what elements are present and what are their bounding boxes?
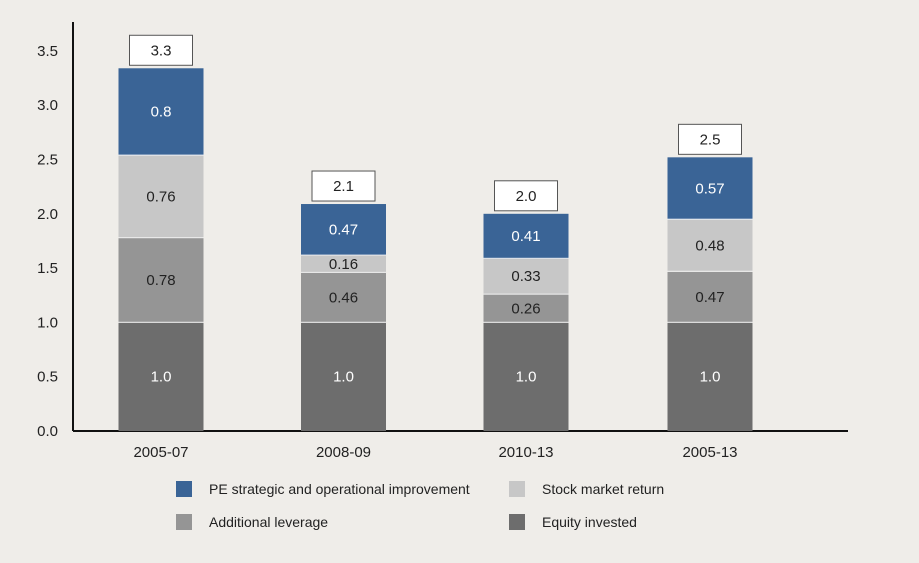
bar-segment-equity-invested xyxy=(483,322,569,431)
data-label: 0.78 xyxy=(146,272,175,289)
data-label: 0.16 xyxy=(329,256,358,273)
bar-segment-additional-leverage xyxy=(667,271,753,323)
data-label: 1.0 xyxy=(700,369,721,386)
y-tick-label: 2.0 xyxy=(37,206,58,223)
data-label: 0.47 xyxy=(695,289,724,306)
bar-segment-pe-strategic-and-operational-improvement xyxy=(118,68,204,156)
x-tick-label: 2005-07 xyxy=(133,444,188,461)
bar-segment-pe-strategic-and-operational-improvement xyxy=(483,213,569,259)
bar-segment-additional-leverage xyxy=(301,272,386,323)
y-tick-label: 0.5 xyxy=(37,369,58,386)
bar-segment-pe-strategic-and-operational-improvement xyxy=(301,204,386,256)
y-tick-label: 2.5 xyxy=(37,152,58,169)
total-label: 2.1 xyxy=(333,178,354,195)
bar-segment-stock-market-return xyxy=(483,258,569,295)
data-label: 0.33 xyxy=(511,268,540,285)
y-tick-label: 1.5 xyxy=(37,260,58,277)
bar-segment-stock-market-return xyxy=(301,255,386,273)
bar-segment-additional-leverage xyxy=(118,237,204,323)
bar-segment-equity-invested xyxy=(667,322,753,431)
total-label-box xyxy=(494,180,558,212)
data-label: 1.0 xyxy=(333,369,354,386)
bar-segment-equity-invested xyxy=(301,322,386,431)
x-tick-label: 2008-09 xyxy=(316,444,371,461)
data-label: 0.46 xyxy=(329,289,358,306)
data-label: 0.41 xyxy=(511,228,540,245)
total-label-box xyxy=(678,123,742,155)
y-tick-label: 3.0 xyxy=(37,97,58,114)
bar-segment-pe-strategic-and-operational-improvement xyxy=(667,157,753,220)
total-label: 3.3 xyxy=(151,42,172,59)
bar-segment-stock-market-return xyxy=(118,155,204,238)
bar-segment-equity-invested xyxy=(118,322,204,431)
total-label-box xyxy=(311,170,376,202)
data-label: 0.76 xyxy=(146,188,175,205)
data-label: 1.0 xyxy=(516,369,537,386)
data-label: 0.8 xyxy=(151,104,172,121)
x-tick-label: 2005-13 xyxy=(682,444,737,461)
y-tick-label: 3.5 xyxy=(37,43,58,60)
bar-segment-additional-leverage xyxy=(483,294,569,323)
total-label: 2.0 xyxy=(516,188,537,205)
data-label: 1.0 xyxy=(151,369,172,386)
data-label: 0.26 xyxy=(511,300,540,317)
total-label-box xyxy=(129,34,193,66)
x-tick-label: 2010-13 xyxy=(498,444,553,461)
y-tick-label: 1.0 xyxy=(37,314,58,331)
data-label: 0.47 xyxy=(329,222,358,239)
total-label: 2.5 xyxy=(700,131,721,148)
y-tick-label: 0.0 xyxy=(37,423,58,440)
data-label: 0.48 xyxy=(695,237,724,254)
bar-segment-stock-market-return xyxy=(667,219,753,272)
data-label: 0.57 xyxy=(695,180,724,197)
